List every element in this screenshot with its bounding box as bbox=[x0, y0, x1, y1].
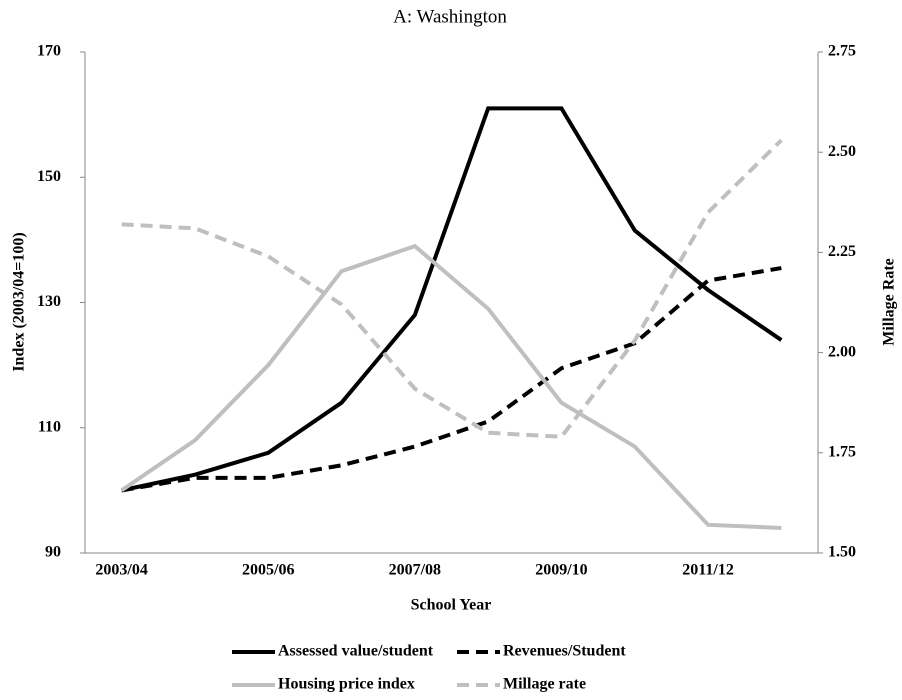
x-tick-label: 2011/12 bbox=[682, 562, 734, 579]
y2-tick-label: 1.50 bbox=[828, 544, 856, 561]
series-line bbox=[121, 106, 783, 493]
x-axis-label: School Year bbox=[411, 597, 492, 614]
y2-tick-label: 2.50 bbox=[828, 143, 856, 160]
y-tick-label: 110 bbox=[38, 418, 61, 435]
series-line bbox=[121, 266, 782, 493]
x-tick-label: 2003/04 bbox=[95, 562, 147, 579]
y2-tick-label: 1.75 bbox=[828, 443, 856, 460]
legend-label: Housing price index bbox=[278, 676, 415, 693]
legend-label: Millage rate bbox=[503, 676, 586, 693]
y-axis-label: Index (2003/04=100) bbox=[11, 232, 28, 371]
y-tick-label: 90 bbox=[45, 544, 61, 561]
y2-tick-label: 2.00 bbox=[828, 343, 856, 360]
legend-label: Assessed value/student bbox=[278, 643, 434, 660]
legend-label: Revenues/Student bbox=[503, 643, 626, 660]
chart-title: A: Washington bbox=[393, 6, 507, 27]
y-tick-label: 170 bbox=[37, 43, 61, 60]
series-line bbox=[121, 138, 783, 439]
y-tick-label: 130 bbox=[37, 293, 61, 310]
series-line bbox=[120, 243, 782, 530]
x-tick-label: 2009/10 bbox=[535, 562, 587, 579]
y2-tick-label: 2.25 bbox=[828, 243, 856, 260]
y2-axis-label: Millage Rate bbox=[881, 258, 898, 346]
y2-tick-label: 2.75 bbox=[828, 43, 856, 60]
y-tick-label: 150 bbox=[37, 168, 61, 185]
x-tick-label: 2005/06 bbox=[242, 562, 294, 579]
x-tick-label: 2007/08 bbox=[389, 562, 441, 579]
